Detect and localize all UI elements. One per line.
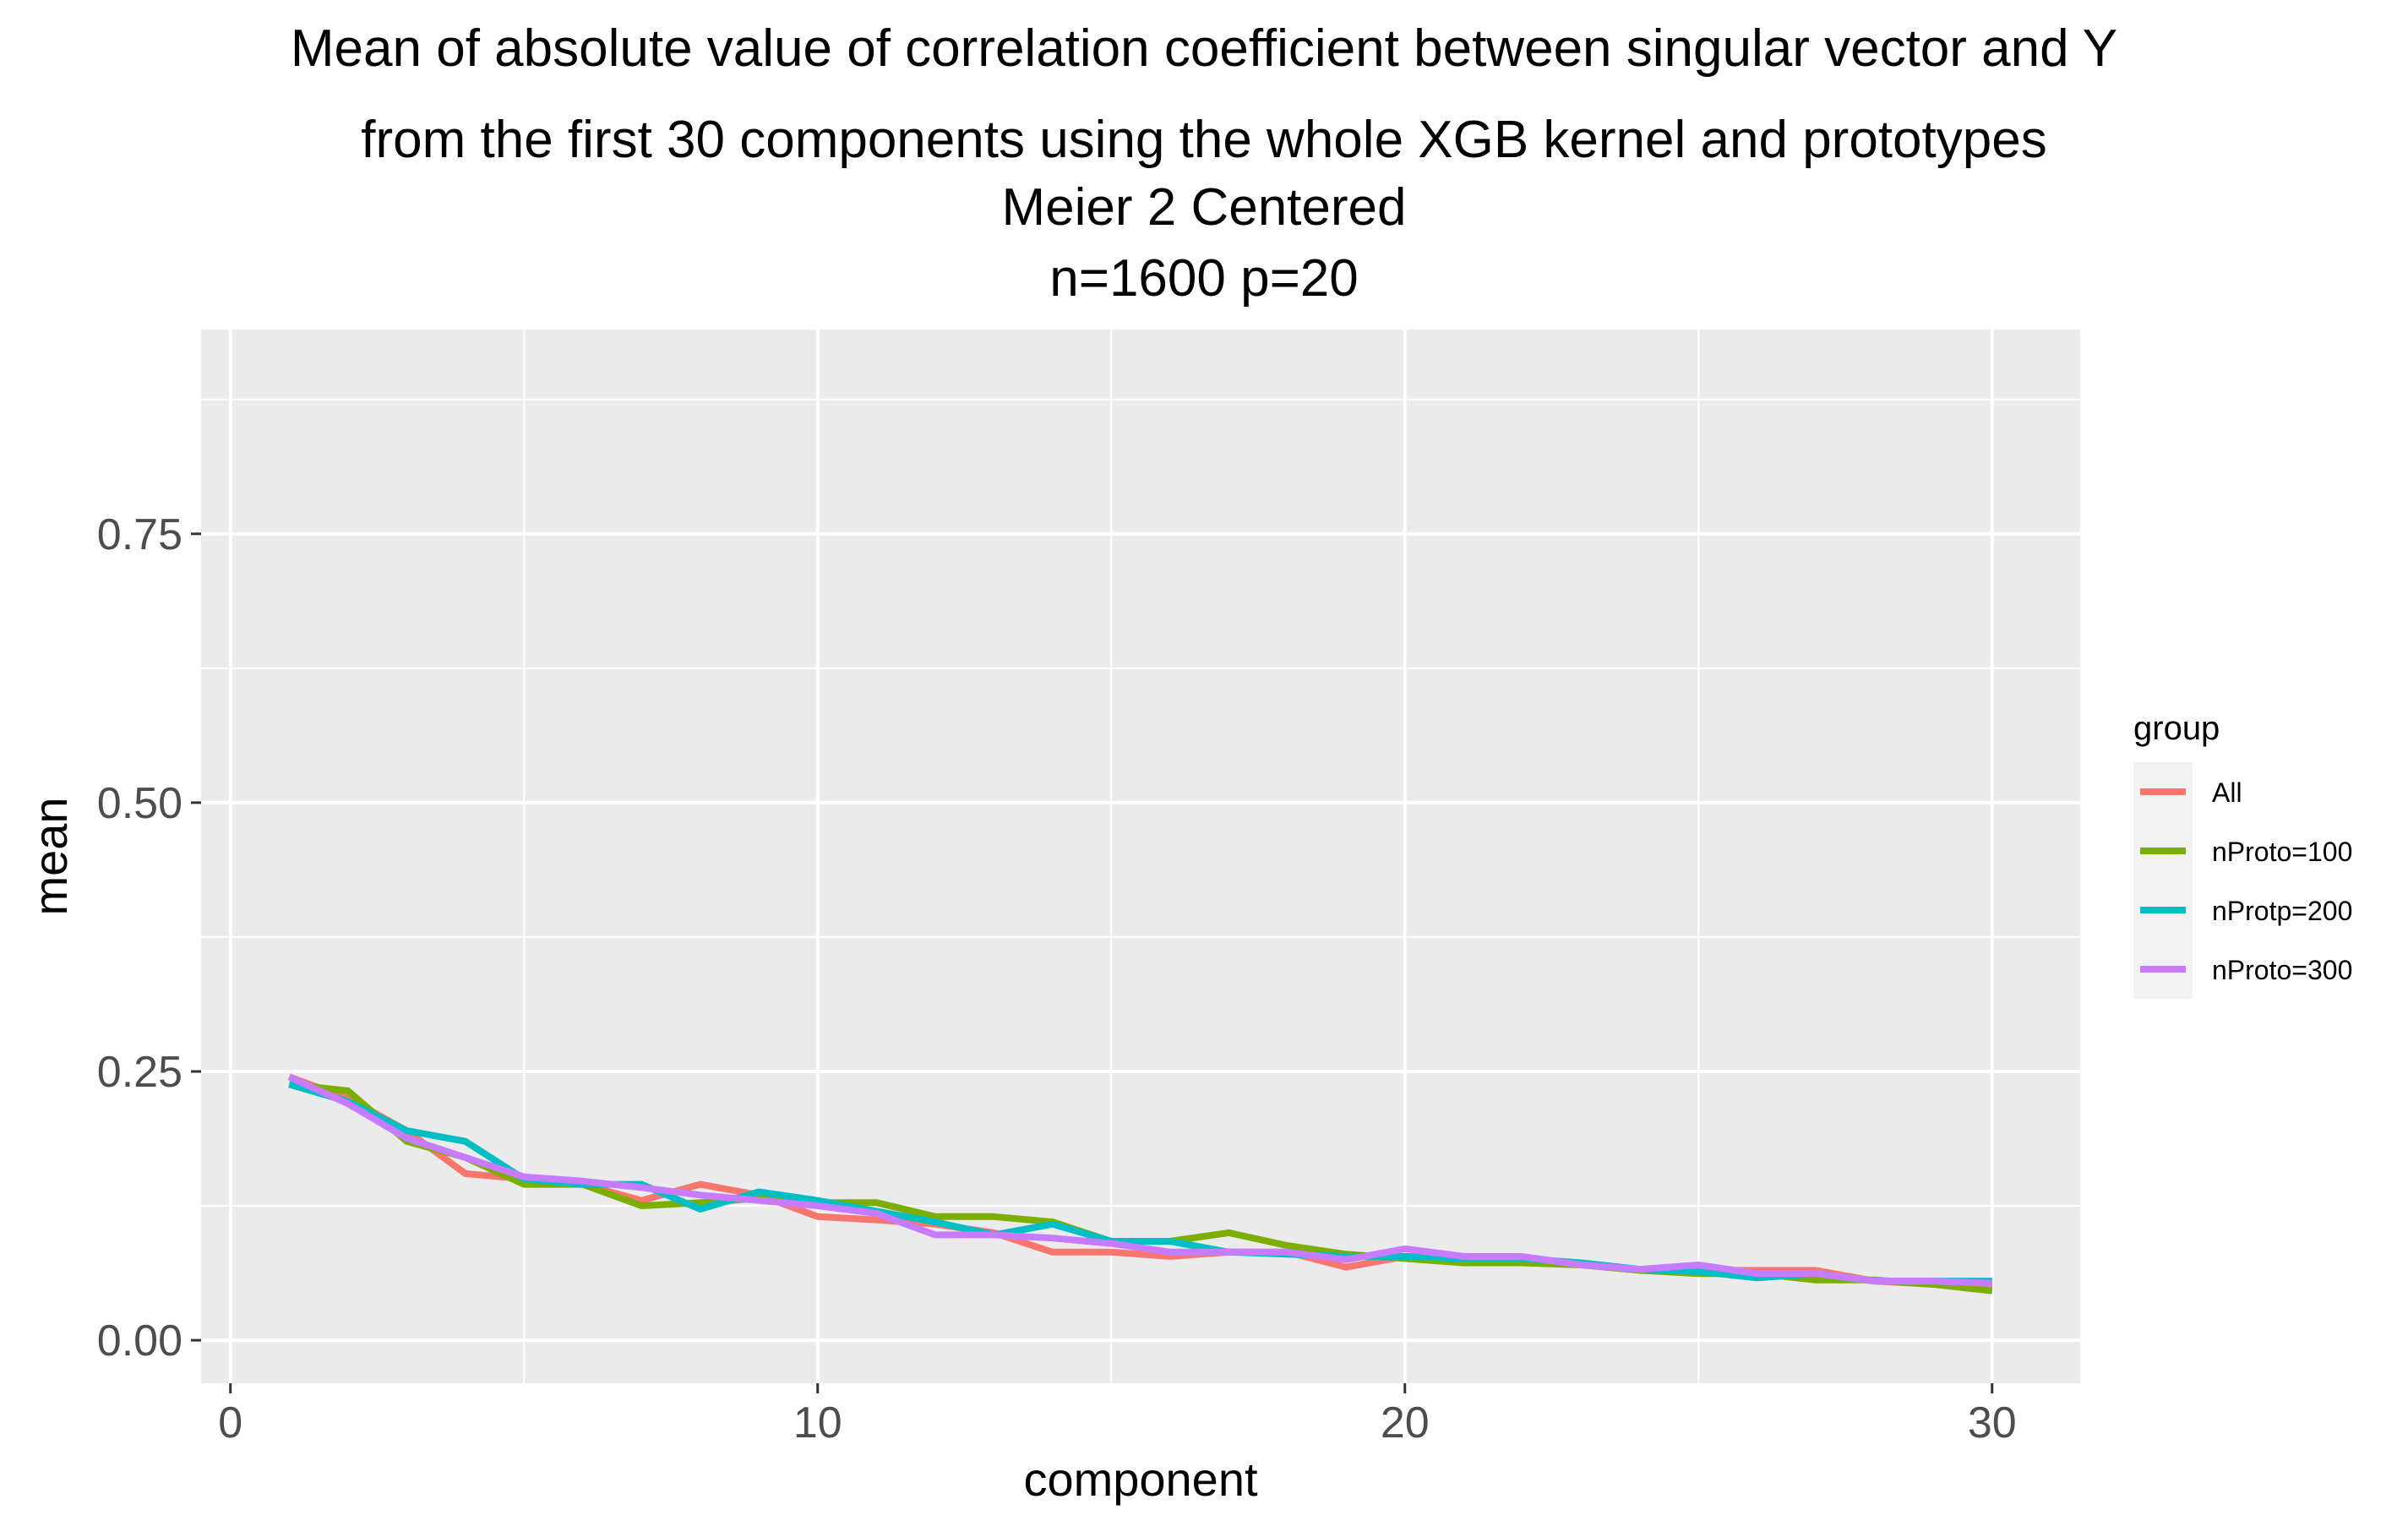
chart-subtitle-params: n=1600 p=20 <box>1049 249 1359 308</box>
y-tick-label: 0.75 <box>97 510 183 559</box>
minor-gridlines <box>201 330 2080 1383</box>
y-axis-title: mean <box>24 797 77 915</box>
y-tick-label: 0.50 <box>97 779 183 828</box>
x-axis-title: component <box>1023 1453 1258 1506</box>
major-gridlines <box>201 330 2080 1383</box>
y-tick-label: 0.25 <box>97 1048 183 1097</box>
series-line-4 <box>287 1073 1992 1287</box>
x-tick-label: 0 <box>218 1398 242 1447</box>
x-tick-label: 20 <box>1381 1398 1430 1447</box>
legend-label: All <box>2212 777 2242 808</box>
plot-panel <box>201 330 2080 1383</box>
y-tick-label: 0.00 <box>97 1317 183 1366</box>
x-axis: 0 10 20 30 <box>218 1383 2017 1447</box>
legend-label: nProto=300 <box>2212 955 2352 985</box>
x-tick-label: 30 <box>1968 1398 2017 1447</box>
x-tick-label: 10 <box>793 1398 842 1447</box>
y-axis: 0.00 0.25 0.50 0.75 <box>97 510 201 1366</box>
chart-subtitle: Meier 2 Centered <box>1001 178 1407 237</box>
series-lines <box>287 1073 1993 1295</box>
legend-label: nProto=100 <box>2212 837 2352 867</box>
chart-title-line-1: Mean of absolute value of correlation co… <box>290 19 2118 78</box>
legend: group All nProto=100 nProtp=200 nProto=300 <box>2133 710 2352 999</box>
legend-title: group <box>2133 710 2220 747</box>
legend-label: nProtp=200 <box>2212 896 2352 926</box>
chart-title-line-2: from the first 30 components using the w… <box>361 111 2047 169</box>
